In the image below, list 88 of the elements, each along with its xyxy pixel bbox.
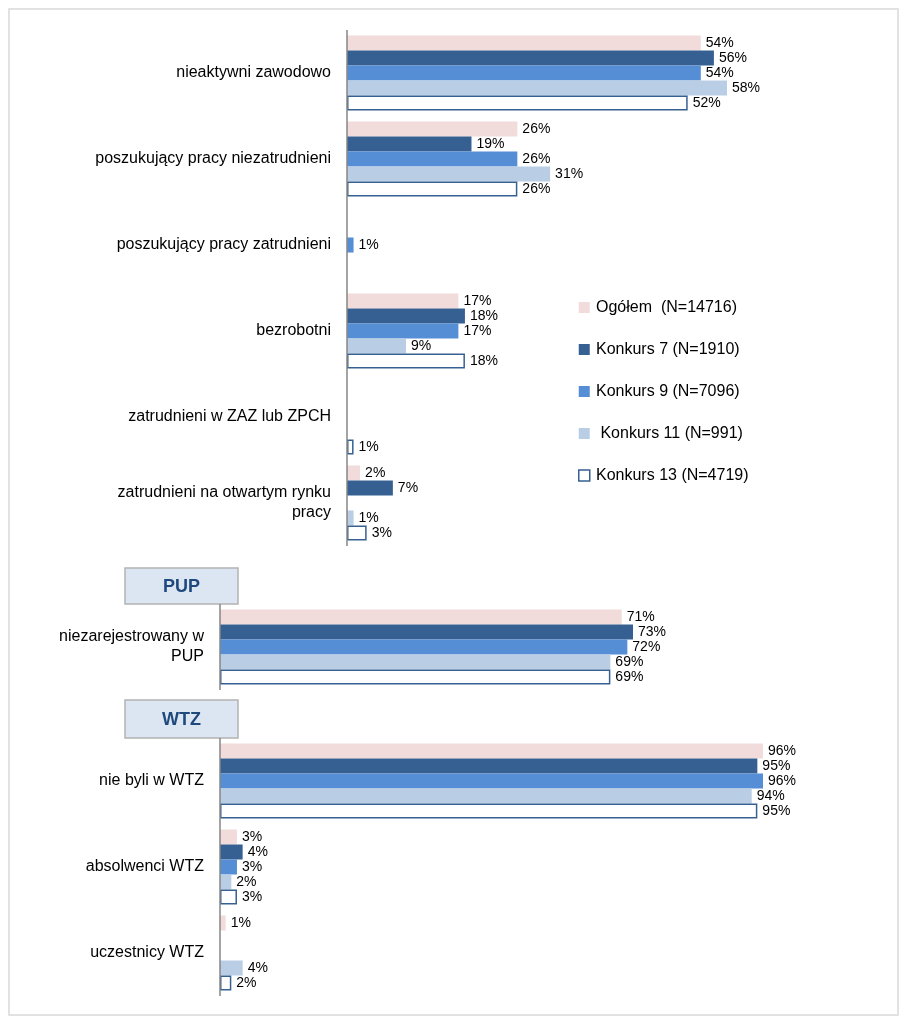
data-label: 3%: [241, 857, 263, 874]
bar: [347, 166, 551, 182]
legend-label: Konkurs 13 (N=4719): [596, 466, 749, 484]
y-tick-label: zatrudnieni na otwartym rynku pracy: [117, 483, 331, 521]
bar: [220, 758, 758, 774]
data-label: 95%: [762, 801, 791, 818]
bar: [347, 323, 459, 339]
data-label: 73%: [638, 622, 667, 639]
y-tick-label: zatrudnieni w ZAZ lub ZPCH: [128, 407, 331, 425]
data-label: 69%: [615, 667, 644, 684]
data-label: 3%: [371, 523, 392, 540]
bar: [347, 439, 354, 455]
data-label: 19%: [476, 134, 505, 151]
legend-label: Konkurs 7 (N=1910): [596, 340, 740, 358]
data-label: 2%: [236, 872, 257, 889]
data-label: 7%: [397, 478, 419, 495]
data-label: 26%: [522, 119, 551, 136]
bar: [220, 788, 752, 804]
bar: [347, 121, 518, 137]
y-tick-label: poszukujący pracy niezatrudnieni: [95, 149, 331, 167]
y-tick-label: nieaktywni zawodowo: [176, 63, 332, 81]
y-tick-label: nie byli w WTZ: [99, 771, 205, 789]
data-label: 18%: [469, 306, 498, 323]
data-label: 96%: [768, 771, 797, 788]
bar: [347, 480, 393, 496]
bar: [220, 803, 758, 819]
bar: [220, 859, 237, 875]
bar: [347, 65, 701, 81]
bar: [347, 353, 465, 369]
bar: [347, 510, 354, 526]
data-label: 69%: [615, 652, 644, 669]
data-label: 96%: [768, 741, 797, 758]
data-label: 71%: [626, 607, 655, 624]
bar: [347, 181, 518, 197]
data-label: 94%: [756, 786, 785, 803]
y-tick-label: bezrobotni: [256, 321, 331, 339]
data-label: 26%: [522, 179, 551, 196]
data-label: 56%: [718, 48, 747, 65]
bar: [347, 136, 472, 152]
bar: [347, 308, 465, 324]
data-label: 54%: [705, 33, 734, 50]
data-label: 4%: [247, 958, 268, 975]
bar: [220, 960, 243, 976]
data-label: 1%: [358, 437, 379, 454]
data-label: 54%: [705, 63, 734, 80]
data-label: 3%: [241, 827, 263, 844]
bar: [220, 829, 237, 845]
legend-label: Konkurs 9 (N=7096): [596, 382, 740, 400]
data-label: 1%: [358, 508, 379, 525]
legend-label: Ogółem (N=14716): [596, 298, 737, 316]
data-label: 58%: [732, 78, 761, 95]
data-label: 3%: [241, 887, 263, 904]
data-label: 52%: [692, 93, 721, 110]
data-label: 72%: [632, 637, 661, 654]
bar: [347, 50, 714, 66]
bar: [347, 338, 406, 354]
bar: [347, 95, 688, 111]
bar: [347, 35, 701, 51]
bar: [347, 293, 459, 309]
bar: [347, 525, 367, 541]
bar: [220, 773, 763, 789]
y-tick-label: poszukujący pracy zatrudnieni: [116, 235, 331, 253]
data-label: 18%: [469, 351, 498, 368]
data-label: 1%: [230, 913, 251, 930]
data-label: 4%: [247, 842, 268, 859]
data-label: 17%: [463, 291, 492, 308]
data-label: 31%: [555, 164, 584, 181]
data-label: 17%: [463, 321, 492, 338]
bar: [347, 465, 361, 481]
bar: [220, 743, 763, 759]
bar: [220, 975, 232, 991]
y-tick-label: absolwenci WTZ: [85, 857, 205, 875]
data-label: 26%: [522, 149, 551, 166]
bar: [347, 151, 518, 167]
data-label: 2%: [236, 973, 257, 990]
data-label: 9%: [410, 336, 432, 353]
bar: [220, 889, 237, 905]
bar: [220, 844, 243, 860]
y-tick-label: niezarejestrowany w PUP: [59, 627, 205, 665]
chart-title: PUP: [162, 575, 201, 596]
bar: [347, 237, 354, 253]
bar: [347, 80, 727, 96]
data-label: 1%: [358, 235, 379, 252]
chart-title: WTZ: [162, 708, 201, 729]
data-label: 2%: [365, 463, 386, 480]
y-tick-label: uczestnicy WTZ: [90, 943, 205, 961]
legend-label: Konkurs 11 (N=991): [596, 424, 743, 442]
data-label: 95%: [762, 756, 791, 773]
